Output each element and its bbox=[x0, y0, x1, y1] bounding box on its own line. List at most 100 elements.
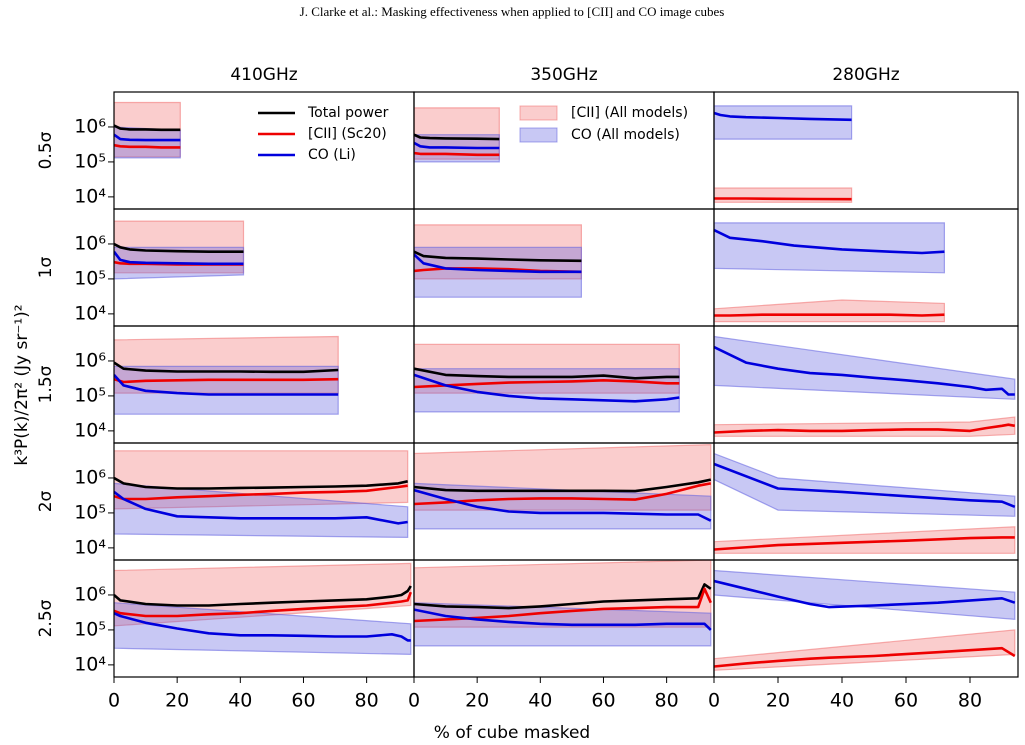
y-tick-label: 10⁴ bbox=[74, 302, 106, 324]
range-band bbox=[714, 569, 1016, 621]
series-line bbox=[414, 488, 712, 522]
range-band bbox=[714, 335, 1016, 400]
panel bbox=[114, 450, 409, 539]
page-header: J. Clarke et al.: Masking effectiveness … bbox=[300, 4, 725, 19]
x-tick-label: 0 bbox=[708, 690, 720, 712]
x-axis-label: % of cube masked bbox=[434, 723, 590, 743]
range-band bbox=[714, 105, 853, 140]
panel bbox=[714, 569, 1016, 671]
y-tick-label: 10⁶ bbox=[74, 115, 106, 137]
range-band bbox=[414, 443, 712, 511]
range-band bbox=[114, 365, 339, 415]
series-line bbox=[714, 536, 1015, 551]
row-label: 0.5σ bbox=[36, 131, 56, 169]
x-tick-label: 40 bbox=[528, 690, 552, 712]
panel bbox=[714, 222, 945, 323]
series-line bbox=[414, 133, 500, 141]
y-tick-label: 10⁴ bbox=[74, 653, 106, 675]
column-title: 280GHz bbox=[832, 65, 899, 85]
range-band bbox=[414, 482, 712, 530]
x-tick-label: 60 bbox=[894, 690, 918, 712]
range-band bbox=[414, 224, 582, 280]
column-title: 350GHz bbox=[530, 65, 597, 85]
row-label: 2σ bbox=[36, 490, 56, 512]
series-line bbox=[114, 124, 181, 132]
series-line bbox=[714, 228, 945, 255]
legend-label: CO (All models) bbox=[571, 127, 680, 143]
panel bbox=[114, 101, 181, 159]
legend-label: [CII] (Sc20) bbox=[308, 126, 387, 142]
panel bbox=[114, 335, 339, 415]
range-band bbox=[114, 562, 412, 627]
series-line bbox=[714, 345, 1015, 396]
x-tick-label: 60 bbox=[591, 690, 615, 712]
y-tick-label: 10⁵ bbox=[74, 267, 106, 289]
series-line bbox=[714, 646, 1016, 668]
column-title: 410GHz bbox=[230, 65, 297, 85]
panel bbox=[414, 443, 712, 530]
x-tick-label: 40 bbox=[228, 690, 252, 712]
legend-swatch bbox=[519, 127, 558, 143]
range-band bbox=[714, 526, 1016, 554]
series-line bbox=[714, 423, 1016, 434]
legend-swatch bbox=[519, 105, 558, 121]
series-line bbox=[414, 250, 582, 263]
series-line bbox=[114, 612, 411, 642]
x-tick-label: 60 bbox=[291, 690, 315, 712]
panel bbox=[414, 107, 500, 163]
range-band bbox=[714, 452, 1016, 517]
y-tick-label: 10⁶ bbox=[74, 232, 106, 254]
range-band bbox=[114, 126, 181, 159]
y-tick-label: 10⁶ bbox=[74, 466, 106, 488]
panel bbox=[714, 452, 1016, 554]
series-line bbox=[114, 585, 412, 607]
row-label: 1.5σ bbox=[36, 365, 56, 403]
series-line bbox=[114, 143, 181, 149]
x-tick-label: 80 bbox=[655, 690, 679, 712]
series-line bbox=[714, 111, 852, 122]
panel bbox=[414, 224, 582, 298]
series-line bbox=[114, 476, 408, 490]
series-line bbox=[114, 242, 244, 253]
series-line bbox=[414, 478, 712, 493]
series-line bbox=[714, 579, 1016, 609]
series-line bbox=[414, 608, 712, 631]
x-tick-label: 20 bbox=[766, 690, 790, 712]
x-tick-label: 80 bbox=[355, 690, 379, 712]
series-line bbox=[414, 373, 680, 403]
row-label: 1σ bbox=[36, 256, 56, 278]
x-tick-label: 20 bbox=[165, 690, 189, 712]
x-tick-label: 20 bbox=[465, 690, 489, 712]
series-line bbox=[414, 253, 582, 274]
panel bbox=[414, 343, 680, 413]
series-line bbox=[114, 484, 408, 501]
y-tick-label: 10⁴ bbox=[74, 536, 106, 558]
series-line bbox=[414, 379, 680, 389]
panel bbox=[714, 105, 853, 203]
x-tick-label: 0 bbox=[408, 690, 420, 712]
range-band bbox=[714, 416, 1016, 437]
y-tick-label: 10⁶ bbox=[74, 349, 106, 371]
legend-label: [CII] (All models) bbox=[571, 105, 688, 121]
y-tick-label: 10⁴ bbox=[74, 419, 106, 441]
series-line bbox=[114, 133, 181, 142]
x-tick-label: 0 bbox=[108, 690, 120, 712]
x-tick-label: 80 bbox=[958, 690, 982, 712]
series-line bbox=[414, 141, 500, 150]
panel bbox=[114, 220, 245, 280]
range-band bbox=[114, 450, 409, 510]
panel bbox=[114, 562, 413, 656]
panel bbox=[414, 560, 712, 647]
series-line bbox=[714, 462, 1016, 509]
panel bbox=[714, 335, 1016, 437]
x-tick-label: 40 bbox=[830, 690, 854, 712]
y-tick-label: 10⁶ bbox=[74, 583, 106, 605]
series-line bbox=[414, 583, 712, 610]
legend-label: CO (Li) bbox=[308, 147, 356, 163]
y-tick-label: 10⁵ bbox=[74, 150, 106, 172]
series-line bbox=[114, 377, 339, 384]
row-label: 2.5σ bbox=[36, 599, 56, 637]
y-tick-label: 10⁵ bbox=[74, 384, 106, 406]
series-line bbox=[414, 482, 712, 506]
